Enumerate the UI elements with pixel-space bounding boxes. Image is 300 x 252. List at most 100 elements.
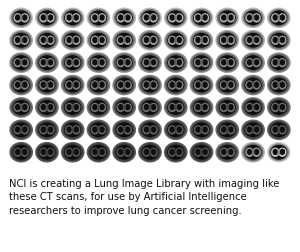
Ellipse shape <box>11 76 32 94</box>
Ellipse shape <box>99 149 105 155</box>
Ellipse shape <box>254 126 259 133</box>
Ellipse shape <box>48 37 53 43</box>
Ellipse shape <box>14 13 22 23</box>
Ellipse shape <box>267 119 291 140</box>
Ellipse shape <box>98 103 106 112</box>
Ellipse shape <box>194 147 202 157</box>
Ellipse shape <box>195 126 201 133</box>
Ellipse shape <box>270 10 287 25</box>
Ellipse shape <box>87 142 110 163</box>
Ellipse shape <box>15 149 20 155</box>
Ellipse shape <box>201 103 209 112</box>
Ellipse shape <box>13 33 30 48</box>
Ellipse shape <box>151 149 156 155</box>
Ellipse shape <box>88 76 109 94</box>
Ellipse shape <box>20 125 29 135</box>
Ellipse shape <box>202 149 208 155</box>
Ellipse shape <box>116 13 125 23</box>
Ellipse shape <box>168 125 176 135</box>
Ellipse shape <box>90 78 107 92</box>
Ellipse shape <box>220 80 228 90</box>
Ellipse shape <box>247 37 252 43</box>
Ellipse shape <box>98 147 106 157</box>
Ellipse shape <box>114 9 135 27</box>
Ellipse shape <box>221 82 226 88</box>
Ellipse shape <box>220 103 228 112</box>
Ellipse shape <box>14 147 22 157</box>
Ellipse shape <box>125 14 130 21</box>
Ellipse shape <box>123 82 125 88</box>
Ellipse shape <box>177 59 182 66</box>
Ellipse shape <box>193 55 210 70</box>
Ellipse shape <box>228 149 234 155</box>
Ellipse shape <box>220 58 228 67</box>
Ellipse shape <box>112 119 136 140</box>
Ellipse shape <box>118 104 123 110</box>
Ellipse shape <box>164 52 188 73</box>
Ellipse shape <box>72 13 80 23</box>
Ellipse shape <box>41 104 46 110</box>
Ellipse shape <box>202 82 208 88</box>
Ellipse shape <box>71 15 74 21</box>
Ellipse shape <box>39 147 48 157</box>
Ellipse shape <box>90 122 107 137</box>
Ellipse shape <box>92 14 98 21</box>
Ellipse shape <box>37 54 57 72</box>
Ellipse shape <box>116 100 133 115</box>
Ellipse shape <box>226 15 229 21</box>
Ellipse shape <box>270 55 287 70</box>
Ellipse shape <box>241 119 265 140</box>
Ellipse shape <box>142 58 151 67</box>
Ellipse shape <box>62 31 83 49</box>
Ellipse shape <box>191 54 212 72</box>
Ellipse shape <box>37 143 57 161</box>
Ellipse shape <box>164 142 188 163</box>
Ellipse shape <box>125 149 130 155</box>
Ellipse shape <box>252 13 261 23</box>
Ellipse shape <box>272 149 278 155</box>
Ellipse shape <box>9 142 33 163</box>
Ellipse shape <box>142 13 151 23</box>
Ellipse shape <box>14 58 22 67</box>
Ellipse shape <box>200 15 203 21</box>
Ellipse shape <box>200 149 203 155</box>
Ellipse shape <box>61 52 85 73</box>
Ellipse shape <box>72 80 80 90</box>
Ellipse shape <box>195 59 201 66</box>
Ellipse shape <box>65 125 74 135</box>
Ellipse shape <box>65 103 74 112</box>
Ellipse shape <box>267 142 291 163</box>
Ellipse shape <box>125 37 130 43</box>
Ellipse shape <box>61 75 85 95</box>
Ellipse shape <box>88 121 109 139</box>
Ellipse shape <box>169 104 175 110</box>
Ellipse shape <box>252 127 254 133</box>
Ellipse shape <box>87 75 110 95</box>
Ellipse shape <box>116 125 125 135</box>
Ellipse shape <box>144 126 149 133</box>
Ellipse shape <box>167 100 184 115</box>
Ellipse shape <box>175 104 177 111</box>
Ellipse shape <box>272 104 278 110</box>
Ellipse shape <box>270 78 287 92</box>
Ellipse shape <box>215 75 239 95</box>
Ellipse shape <box>72 36 80 45</box>
Ellipse shape <box>142 125 151 135</box>
Ellipse shape <box>9 30 33 51</box>
Ellipse shape <box>140 76 160 94</box>
Ellipse shape <box>252 125 261 135</box>
Ellipse shape <box>193 122 210 137</box>
Ellipse shape <box>201 58 209 67</box>
Ellipse shape <box>151 14 156 21</box>
Ellipse shape <box>61 8 85 28</box>
Ellipse shape <box>243 99 263 116</box>
Ellipse shape <box>190 30 213 51</box>
Ellipse shape <box>72 58 80 67</box>
Ellipse shape <box>167 10 184 25</box>
Ellipse shape <box>48 104 53 110</box>
Ellipse shape <box>20 80 29 90</box>
Ellipse shape <box>168 58 176 67</box>
Ellipse shape <box>91 147 99 157</box>
Ellipse shape <box>271 36 280 45</box>
Ellipse shape <box>168 13 176 23</box>
